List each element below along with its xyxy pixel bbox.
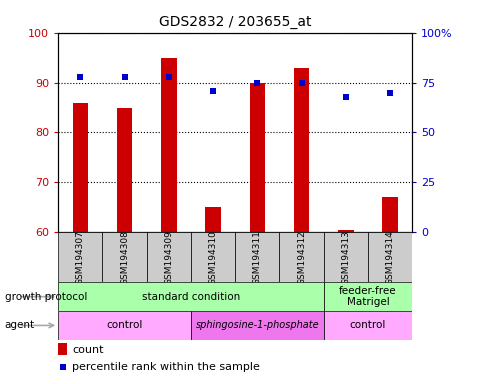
Text: GSM194307: GSM194307 [76, 230, 85, 285]
Text: control: control [349, 320, 385, 331]
Text: percentile rank within the sample: percentile rank within the sample [72, 362, 260, 372]
Text: GSM194310: GSM194310 [208, 230, 217, 285]
Bar [117, 108, 132, 232]
Text: agent: agent [5, 320, 35, 331]
Bar [161, 58, 176, 232]
Bar [58, 282, 323, 311]
Text: standard condition: standard condition [141, 291, 240, 302]
Point [165, 73, 172, 79]
Bar [58, 232, 102, 282]
Point [341, 93, 349, 99]
Bar [249, 83, 265, 232]
Bar [146, 232, 191, 282]
Bar [293, 68, 309, 232]
Text: sphingosine-1-phosphate: sphingosine-1-phosphate [195, 320, 318, 331]
Text: growth protocol: growth protocol [5, 291, 87, 302]
Bar [58, 343, 67, 356]
Point [385, 89, 393, 96]
Bar [102, 232, 146, 282]
Text: GSM194311: GSM194311 [252, 230, 261, 285]
Bar [337, 230, 353, 232]
Text: GSM194308: GSM194308 [120, 230, 129, 285]
Text: GSM194313: GSM194313 [341, 230, 349, 285]
Text: GSM194314: GSM194314 [385, 230, 394, 285]
Bar [367, 232, 411, 282]
Bar [191, 232, 235, 282]
Text: feeder-free
Matrigel: feeder-free Matrigel [338, 286, 396, 308]
Bar [323, 311, 411, 340]
Bar [235, 232, 279, 282]
Title: GDS2832 / 203655_at: GDS2832 / 203655_at [159, 15, 311, 29]
Bar [191, 311, 323, 340]
Point [253, 79, 261, 86]
Bar [323, 232, 367, 282]
Bar [73, 103, 88, 232]
Bar [381, 197, 397, 232]
Point [59, 364, 66, 370]
Bar [323, 282, 411, 311]
Bar [279, 232, 323, 282]
Bar [58, 311, 191, 340]
Point [297, 79, 305, 86]
Point [121, 73, 128, 79]
Text: count: count [72, 344, 104, 354]
Text: control: control [106, 320, 142, 331]
Point [76, 73, 84, 79]
Point [209, 88, 216, 94]
Text: GSM194309: GSM194309 [164, 230, 173, 285]
Text: GSM194312: GSM194312 [297, 230, 305, 285]
Bar [205, 207, 220, 232]
